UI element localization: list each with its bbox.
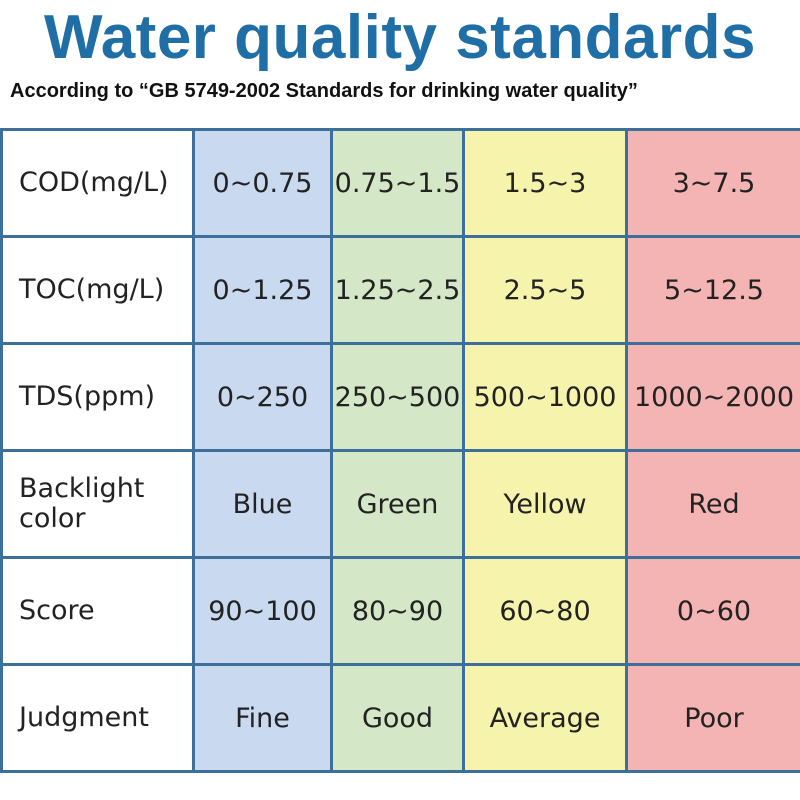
table-cell: 60~80 [462, 556, 628, 666]
title: Water quality standards [43, 3, 757, 72]
table-cell: Green [330, 449, 465, 559]
row-label: Backlight color [0, 449, 195, 559]
table-row: COD(mg/L) 0~0.75 0.75~1.5 1.5~3 3~7.5 [0, 128, 800, 238]
table-cell: Yellow [462, 449, 628, 559]
table-cell: 0~0.75 [192, 128, 333, 238]
table-cell: Fine [192, 663, 333, 773]
row-label: COD(mg/L) [0, 128, 195, 238]
table-cell: Red [625, 449, 800, 559]
table-row: Judgment Fine Good Average Poor [0, 663, 800, 773]
table-cell: 0~250 [192, 342, 333, 452]
table-cell: 1.5~3 [462, 128, 628, 238]
table-row: TDS(ppm) 0~250 250~500 500~1000 1000~2000 [0, 342, 800, 452]
table-cell: 90~100 [192, 556, 333, 666]
table-cell: 0~1.25 [192, 235, 333, 345]
table-row: TOC(mg/L) 0~1.25 1.25~2.5 2.5~5 5~12.5 [0, 235, 800, 345]
row-label: TOC(mg/L) [0, 235, 195, 345]
table-cell: 500~1000 [462, 342, 628, 452]
table-row: Backlight color Blue Green Yellow Red [0, 449, 800, 559]
table-cell: 2.5~5 [462, 235, 628, 345]
table-cell: 1000~2000 [625, 342, 800, 452]
standards-table: COD(mg/L) 0~0.75 0.75~1.5 1.5~3 3~7.5 TOC(mg/… [0, 128, 800, 773]
table-cell: Average [462, 663, 628, 773]
table-cell: 0~60 [625, 556, 800, 666]
table-cell: Poor [625, 663, 800, 773]
subtitle: According to “GB 5749-2002 Standards for… [10, 80, 638, 102]
table-cell: 3~7.5 [625, 128, 800, 238]
row-label: Score [0, 556, 195, 666]
table-cell: 0.75~1.5 [330, 128, 465, 238]
table-cell: 250~500 [330, 342, 465, 452]
table-cell: 80~90 [330, 556, 465, 666]
table-cell: 1.25~2.5 [330, 235, 465, 345]
row-label: TDS(ppm) [0, 342, 195, 452]
table-cell: 5~12.5 [625, 235, 800, 345]
table-cell: Blue [192, 449, 333, 559]
table-cell: Good [330, 663, 465, 773]
table-row: Score 90~100 80~90 60~80 0~60 [0, 556, 800, 666]
row-label: Judgment [0, 663, 195, 773]
